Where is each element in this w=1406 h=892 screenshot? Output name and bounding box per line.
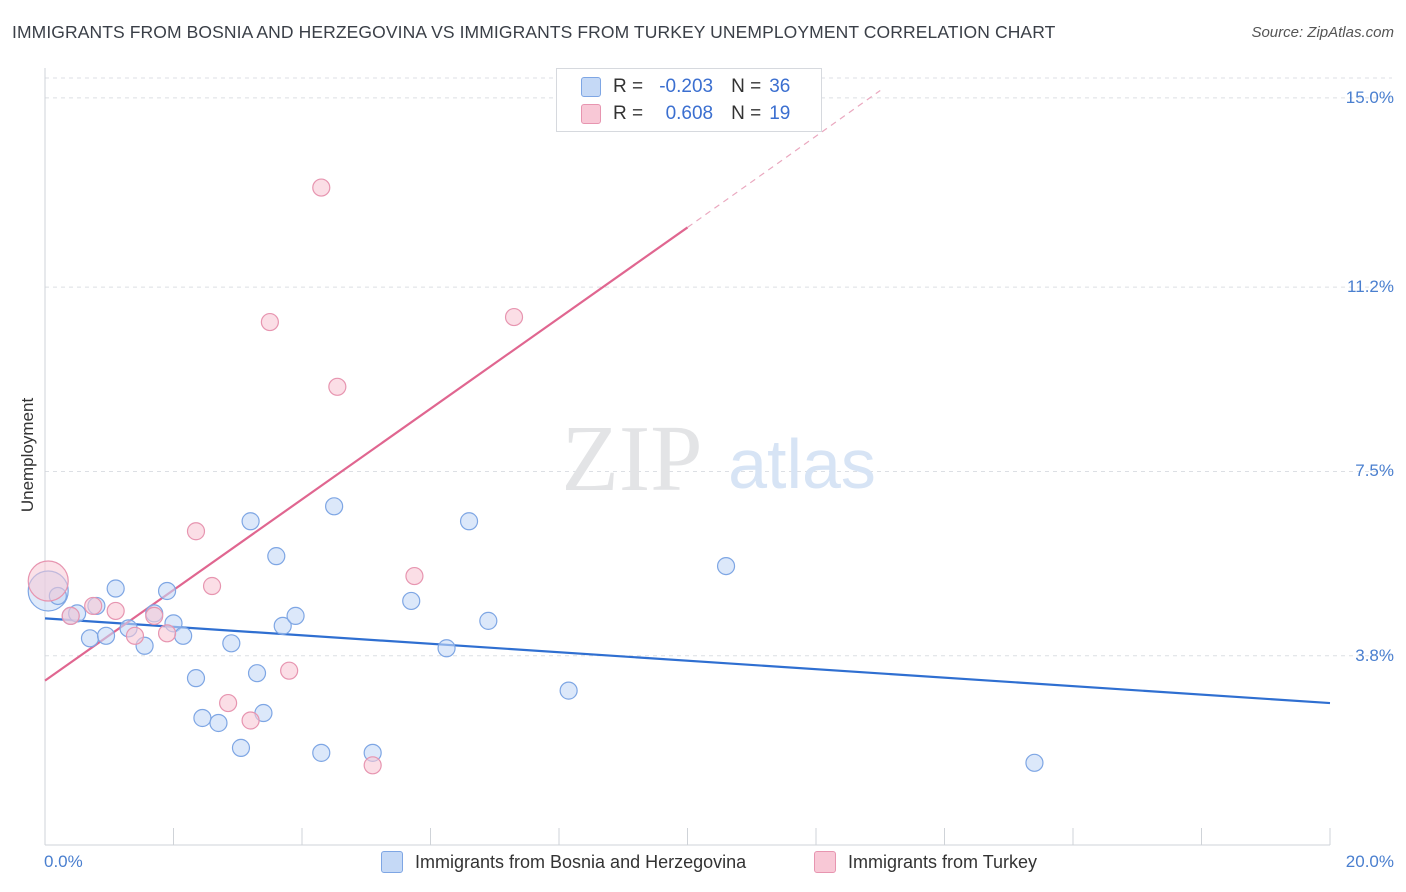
trend-line-bosnia [44,617,1331,705]
data-point-turkey [219,693,238,713]
data-point-turkey [27,560,69,602]
watermark: ZIP atlas [562,407,876,511]
bottom-legend-swatch-pink [814,851,836,873]
data-point-turkey [186,522,206,541]
n-label: N = [731,103,762,124]
data-point-bosnia [402,591,421,611]
data-point-bosnia [559,681,578,700]
data-point-bosnia [193,708,212,728]
data-point-bosnia [222,634,241,653]
x-tick-label-min: 0.0% [44,852,83,871]
bottom-legend-bosnia[interactable]: Immigrants from Bosnia and Herzegovina [381,851,746,873]
data-point-bosnia [80,629,100,648]
bottom-legend-turkey[interactable]: Immigrants from Turkey [814,851,1037,873]
r-value: 0.608 [665,103,714,124]
data-point-bosnia [312,743,331,762]
legend-row-bosnia: R = -0.203 N = 36 [581,75,790,99]
data-point-bosnia [186,669,206,688]
r-label: R = [613,76,644,97]
y-tick-label: 3.8% [1355,645,1394,665]
data-point-bosnia [267,547,286,566]
data-point-bosnia [231,738,251,757]
data-point-turkey [312,178,331,197]
legend-swatch-blue [581,77,601,97]
data-point-bosnia [273,616,292,635]
data-point-turkey [260,312,279,332]
n-value: 36 [769,76,791,97]
data-point-turkey [157,624,177,643]
correlation-legend: R = -0.203 N = 36 R = 0.608 N = 19 [556,68,822,132]
data-point-turkey [405,566,424,586]
data-point-turkey [202,576,222,596]
legend-row-turkey: R = 0.608 N = 19 [581,102,790,126]
x-tick-label-max: 20.0% [1345,852,1394,871]
data-point-turkey [363,756,382,775]
n-value: 19 [769,103,791,124]
y-tick-label: 7.5% [1355,461,1394,481]
axes [44,68,1331,846]
n-label: N = [731,76,762,97]
data-point-bosnia [241,512,260,531]
data-point-bosnia [479,611,498,630]
data-point-bosnia [96,626,116,645]
y-tick-label: 15.0% [1345,87,1394,107]
data-point-bosnia [209,713,228,733]
data-point-turkey [125,626,145,645]
y-tick-label: 11.2% [1347,277,1394,297]
y-axis-label: Unemployment [18,397,37,513]
data-point-turkey [84,596,103,616]
data-points [27,178,1044,775]
bottom-legend-label: Immigrants from Turkey [848,851,1038,872]
data-point-turkey [106,601,125,621]
data-point-turkey [504,307,524,327]
data-point-turkey [145,606,164,625]
data-point-bosnia [174,626,193,645]
data-point-bosnia [437,639,456,658]
data-point-bosnia [106,579,125,598]
bottom-legend-swatch-blue [381,851,403,873]
data-point-turkey [241,711,260,730]
r-label: R = [613,103,644,124]
data-point-turkey [280,661,299,680]
legend-swatch-pink [581,104,601,124]
r-value: -0.203 [659,76,714,97]
data-point-bosnia [716,556,736,576]
data-point-turkey [61,606,80,625]
data-point-bosnia [247,664,267,683]
watermark-zip: ZIP [562,407,703,511]
bottom-legend-label: Immigrants from Bosnia and Herzegovina [415,851,747,872]
watermark-atlas: atlas [728,425,876,503]
chart-title: IMMIGRANTS FROM BOSNIA AND HERZEGOVINA V… [12,22,1056,42]
data-point-turkey [328,377,347,396]
data-point-bosnia [286,606,305,625]
trend-lines [44,89,1331,705]
data-point-bosnia [325,497,344,516]
data-point-bosnia [157,581,177,601]
data-point-bosnia [459,512,479,531]
data-point-bosnia [1025,753,1044,772]
source-label: Source: ZipAtlas.com [1251,24,1394,41]
